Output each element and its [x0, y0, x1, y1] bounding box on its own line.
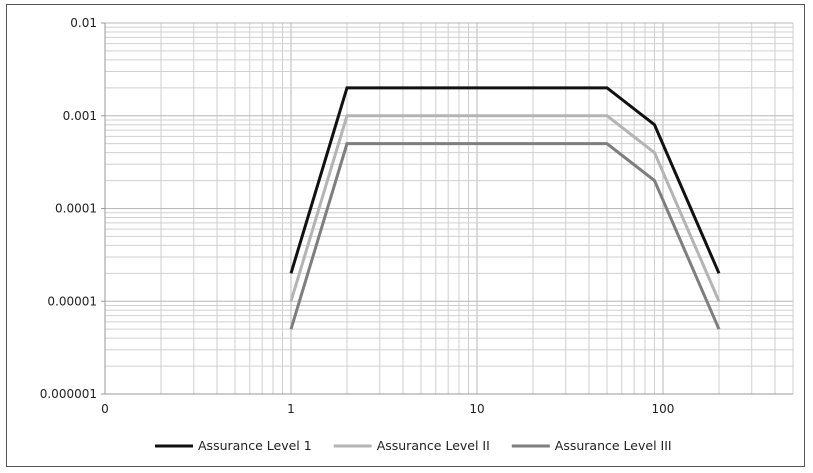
- legend-layer: Assurance Level 1 Assurance Level II Assur…: [155, 438, 672, 453]
- x-tick-label: 100: [652, 402, 675, 416]
- x-tick-label: 1: [287, 402, 295, 416]
- y-tick-label: 0.001: [63, 109, 97, 123]
- series-layer: [289, 86, 721, 330]
- y-tick-label: 0.0001: [55, 202, 97, 216]
- series-line: [289, 114, 721, 302]
- chart-frame: [6, 4, 805, 467]
- y-tick-label: 0.00001: [47, 294, 97, 308]
- axis-layer: 0.01 0.001 0.0001 0.00001 0.000001 0 1 10 100: [40, 16, 793, 416]
- series-line: [289, 86, 721, 274]
- legend-label: Assurance Level II: [377, 438, 490, 453]
- legend-label: Assurance Level 1: [198, 438, 312, 453]
- y-tick-label: 0.01: [70, 16, 97, 30]
- x-tick-label: 0: [101, 402, 109, 416]
- legend-label: Assurance Level III: [555, 438, 672, 453]
- series-line: [289, 142, 721, 330]
- x-tick-label: 10: [469, 402, 484, 416]
- y-tick-label: 0.000001: [40, 387, 97, 401]
